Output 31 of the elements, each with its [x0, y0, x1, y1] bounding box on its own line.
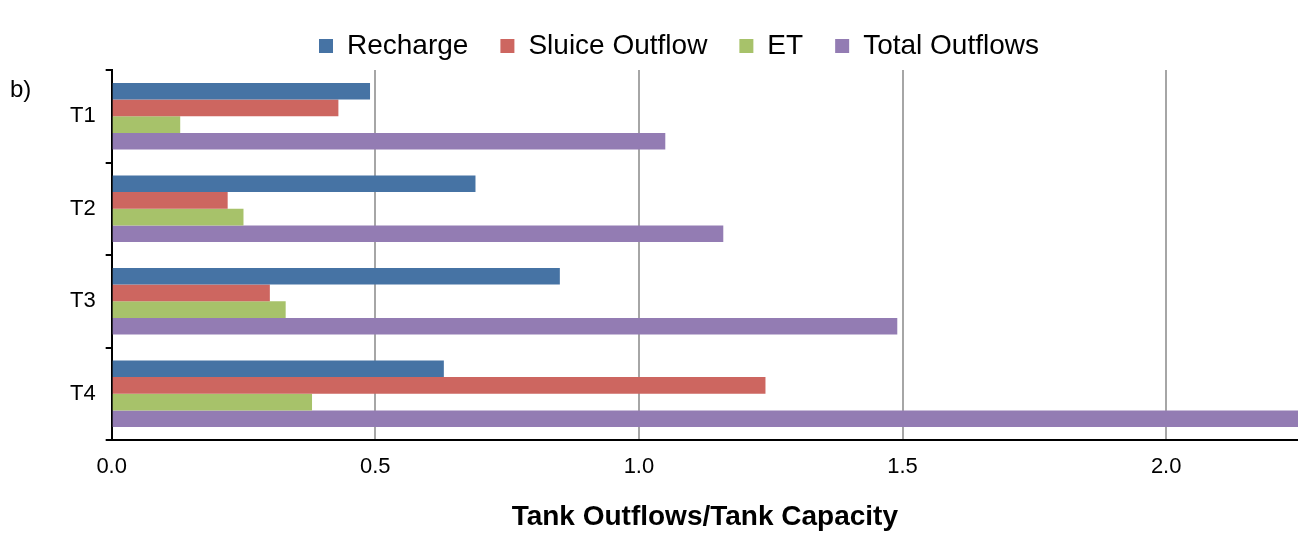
- bar: [112, 267, 560, 285]
- x-tick-label: 1.5: [887, 453, 918, 479]
- legend-label: Recharge: [347, 28, 469, 60]
- bar: [112, 82, 371, 100]
- bar: [112, 208, 244, 226]
- bar: [112, 301, 286, 318]
- legend-label: Total Outflows: [863, 28, 1040, 60]
- x-axis-title: Tank Outflows/Tank Capacity: [511, 499, 899, 531]
- bar: [112, 284, 270, 302]
- bar: [112, 410, 1298, 428]
- bar: [112, 132, 666, 150]
- bar: [112, 99, 339, 117]
- y-tick-label: T2: [69, 194, 96, 220]
- bar: [112, 192, 228, 209]
- bar: [112, 360, 444, 378]
- legend-label: ET: [767, 28, 804, 60]
- x-tick-label: 0.0: [96, 453, 127, 479]
- y-tick-label: T1: [69, 102, 96, 128]
- bar: [112, 393, 313, 411]
- bar: [112, 225, 724, 243]
- y-tick-label: T3: [69, 287, 96, 313]
- bar: [112, 377, 766, 394]
- bar: [112, 317, 898, 335]
- x-tick-label: 0.5: [360, 453, 391, 479]
- x-tick-label: 1.0: [623, 453, 655, 479]
- text: b): [10, 74, 32, 102]
- bar: [112, 116, 181, 133]
- x-tick-label: 2.0: [1150, 453, 1182, 479]
- legend-label: Sluice Outflow: [528, 28, 709, 60]
- bar: [112, 175, 476, 193]
- y-tick-label: T4: [69, 379, 96, 405]
